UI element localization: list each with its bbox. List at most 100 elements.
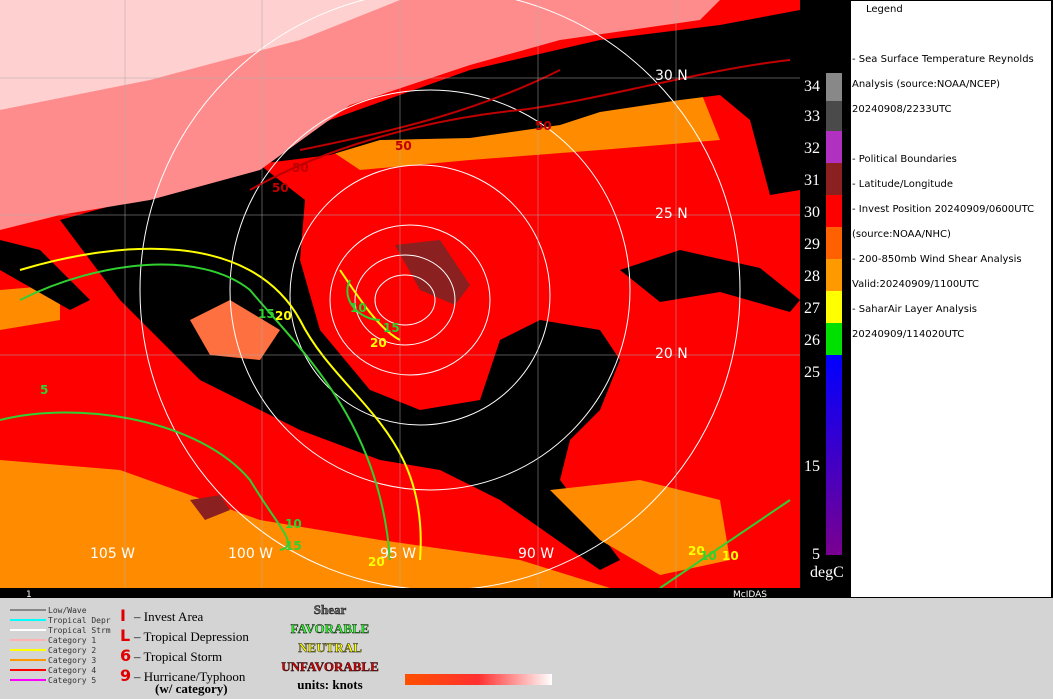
shear-label: 50 (272, 181, 289, 195)
colorbar-label: 15 (804, 458, 820, 475)
lat-lon-grid (0, 0, 810, 588)
colorbar-label: 5 (812, 546, 820, 563)
status-bar (0, 588, 810, 598)
shear-label: 20 (368, 555, 385, 569)
sal-scale (405, 674, 552, 685)
sst-warm-zone (0, 460, 610, 588)
track-label: Category 2 (48, 646, 96, 655)
colorbar-label: 31 (804, 172, 820, 189)
shear-unfavorable: UNFAVORABLE (281, 659, 379, 674)
shear-label: 15 (258, 307, 275, 321)
track-label: Category 5 (48, 676, 96, 685)
symbol-label: – Tropical Storm (133, 649, 222, 664)
land-warm (550, 480, 730, 575)
colorbar-label: 25 (804, 364, 820, 381)
colorbar-label: 26 (804, 332, 820, 349)
shear-neutral: NEUTRAL (298, 640, 362, 655)
shear-label: 10 (700, 549, 717, 563)
shear-label: 10 (350, 301, 367, 315)
symbol-note: (w/ category) (155, 681, 228, 696)
storm-icon: 9 (120, 666, 131, 685)
symbol-label: – Invest Area (133, 609, 204, 624)
shear-label: 20 (275, 309, 292, 323)
lon-label: 90 W (518, 546, 554, 562)
legend-line: - SaharAir Layer Analysis (852, 304, 977, 315)
colorbar-unit: degC (810, 564, 844, 581)
symbol-label: – Tropical Depression (133, 629, 249, 644)
lon-label: 100 W (228, 546, 273, 562)
legend-line: - Invest Position 20240909/0600UTC (852, 204, 1034, 215)
colorbar-label: 29 (804, 236, 820, 253)
colorbar-label: 27 (804, 300, 820, 317)
shear-label: 5 (40, 383, 48, 397)
shear-label: 20 (370, 336, 387, 350)
shear-favorable: FAVORABLE (291, 621, 370, 636)
legend-line: (source:NOAA/NHC) (852, 229, 951, 240)
land (0, 240, 90, 310)
legend-line: Analysis (source:NOAA/NCEP) (852, 79, 1000, 90)
cloud-cover (0, 0, 400, 110)
shear-label: 20 (688, 544, 705, 558)
track-label: Category 4 (48, 666, 96, 675)
shear-label: 15 (285, 539, 302, 553)
colorbar-label: 28 (804, 268, 820, 285)
track-label: Category 3 (48, 656, 96, 665)
track-label: Low/Wave (48, 606, 87, 615)
shear-label: 15 (383, 321, 400, 335)
lat-label: 30 N (655, 68, 688, 84)
lon-label: 95 W (380, 546, 416, 562)
legend-line: 20240909/114020UTC (852, 329, 964, 340)
shear-label: 50 (535, 119, 552, 133)
land (620, 250, 800, 312)
frame-number: 1 (26, 590, 32, 600)
shear-contours (249, 59, 791, 191)
lon-label: 105 W (90, 546, 135, 562)
sst-hot-zone (190, 495, 230, 520)
sst-warm-zone (0, 285, 60, 330)
shear-labels: 50 50 50 50 10 15 20 15 20 5 10 15 20 20… (40, 119, 739, 569)
legend-line: 20240908/2233UTC (852, 104, 952, 115)
shear-label: 10 (285, 517, 302, 531)
track-label: Tropical Depr (48, 616, 111, 625)
colorbar-label: 33 (804, 108, 820, 125)
legend-line: - Latitude/Longitude (852, 179, 953, 190)
shear-legend: Shear FAVORABLE NEUTRAL UNFAVORABLE unit… (281, 602, 379, 692)
legend-title: Legend (866, 4, 903, 15)
shear-title: Shear (314, 602, 347, 617)
shear-units: units: knots (297, 677, 362, 692)
cloud-cover (190, 300, 280, 360)
colorbar-labels: 34 33 32 31 30 29 28 27 26 25 15 5 degC (804, 78, 844, 581)
colorbar (826, 73, 842, 555)
land (250, 10, 800, 195)
colorbar-label: 32 (804, 140, 820, 157)
shear-contours (19, 247, 422, 561)
shear-label: 50 (292, 161, 309, 175)
credit: McIDAS (733, 590, 767, 600)
shear-contours (0, 263, 791, 589)
legend-line: - Sea Surface Temperature Reynolds (852, 54, 1034, 65)
legend-panel (850, 0, 1052, 598)
legend-line: Valid:20240909/1100UTC (852, 279, 979, 290)
symbol-label: – Hurricane/Typhoon (133, 669, 246, 684)
storm-icon: L (120, 626, 130, 645)
track-label: Tropical Strm (48, 626, 111, 635)
storm-icon: I (120, 606, 126, 625)
shear-label: 50 (395, 139, 412, 153)
colorbar-label: 30 (804, 204, 820, 221)
track-label: Category 1 (48, 636, 96, 645)
storm-icon: 6 (120, 646, 131, 665)
land (60, 165, 620, 570)
colorbar-label: 34 (804, 78, 820, 95)
legend-line: - 200-850mb Wind Shear Analysis (852, 254, 1022, 265)
lat-label: 20 N (655, 346, 688, 362)
shear-label: 10 (722, 549, 739, 563)
sst-hot-zone (395, 240, 470, 305)
legend-line: - Political Boundaries (852, 154, 957, 165)
lat-label: 25 N (655, 206, 688, 222)
map: 30 N 25 N 20 N 105 W 100 W 95 W 90 W 50 … (0, 0, 810, 591)
legend-lines: - Sea Surface Temperature Reynolds Analys… (852, 54, 1034, 340)
